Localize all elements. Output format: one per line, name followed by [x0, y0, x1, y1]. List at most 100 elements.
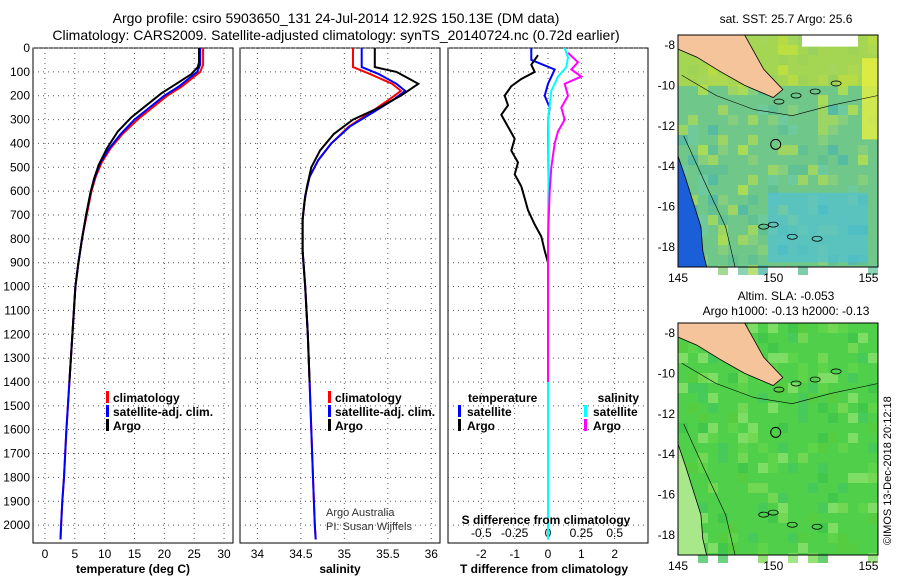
map-cell: [678, 383, 688, 393]
map-cell: [818, 383, 828, 393]
map-cell: [788, 175, 798, 185]
map-cell: [748, 265, 758, 275]
map-cell: [688, 195, 698, 205]
map-cell: [858, 145, 868, 155]
salinity-legend: climatology satellite-adj. clim. Argo: [328, 391, 435, 433]
map-cell: [738, 185, 748, 195]
map-cell: [838, 503, 848, 513]
map-cell: [748, 135, 758, 145]
map-cell: [738, 473, 748, 483]
map-cell: [728, 373, 738, 383]
series-line-s-satellite: [546, 47, 570, 540]
map-cell: [728, 115, 738, 125]
map-cell: [798, 453, 808, 463]
map-island: [811, 235, 823, 242]
map-cell: [778, 493, 788, 503]
legend-swatch-climatology: [106, 391, 109, 403]
map-cell: [838, 85, 848, 95]
map-cell: [688, 155, 698, 165]
x-tick-label: 0: [42, 547, 49, 561]
map-cell: [698, 175, 708, 185]
map-cell: [708, 215, 718, 225]
y-tick-label: 100: [10, 65, 30, 79]
map-cell: [848, 105, 858, 115]
map-contour: [683, 423, 736, 556]
map-cell: [838, 115, 848, 125]
legend-label-s-satellite: satellite: [593, 405, 638, 419]
map-cell: [758, 503, 768, 513]
map-cell: [828, 125, 838, 135]
map-cell: [738, 85, 748, 95]
map-cell: [818, 135, 828, 145]
map-cell: [828, 393, 838, 403]
map-cell: [828, 115, 838, 125]
map-cell: [728, 543, 738, 553]
map-cell: [798, 393, 808, 403]
series-line-t-satellite: [530, 48, 557, 540]
map-cell: [798, 533, 808, 543]
map-cell: [818, 175, 828, 185]
map-island: [786, 233, 798, 240]
map-cell: [738, 145, 748, 155]
map-island: [773, 386, 785, 393]
map-cell: [748, 175, 758, 185]
map-cell: [698, 145, 708, 155]
map-cell: [768, 453, 778, 463]
map-cell: [828, 433, 838, 443]
x-tick-label: 2: [611, 547, 618, 561]
map-cell: [708, 175, 718, 185]
map-cell: [818, 463, 828, 473]
map-cell: [838, 155, 848, 165]
map-cell: [708, 205, 718, 215]
map-cell: [808, 443, 818, 453]
legend-label-argo: Argo: [335, 419, 363, 433]
map-cell: [698, 185, 708, 195]
legend-label-satellite: satellite-adj. clim.: [335, 405, 435, 419]
map-cell: [828, 503, 838, 513]
map-land-png: [677, 322, 784, 386]
map-cell: [748, 255, 758, 265]
y-tick-label: 200: [10, 89, 30, 103]
map-cell: [698, 423, 708, 433]
map-x-tick-label: 155: [858, 559, 878, 573]
map-cell: [728, 533, 738, 543]
legend-swatch-t-argo: [458, 419, 461, 431]
map-cell: [778, 125, 788, 135]
map-cell: [718, 235, 728, 245]
map-cell: [818, 553, 828, 563]
map-cell: [678, 343, 688, 353]
map-cell: [818, 433, 828, 443]
map-cell: [718, 215, 728, 225]
sst-map: 145 150 155 -8 -10 -12 -14 -16 -18: [658, 34, 879, 285]
map-cell: [698, 155, 708, 165]
credit-line2: PI: Susan Wijffels: [326, 521, 412, 533]
map-island: [767, 509, 779, 516]
map-cell: [868, 443, 878, 453]
salinity-xlabel: salinity: [319, 562, 361, 576]
map-warm-edge: [862, 58, 878, 140]
map-island: [830, 368, 842, 375]
map-cell: [808, 483, 818, 493]
map-cell: [718, 533, 728, 543]
series-line-argo: [301, 48, 421, 383]
map-cell: [818, 353, 828, 363]
temperature-legend: climatology satellite-adj. clim. Argo: [106, 391, 213, 433]
map-cell: [828, 533, 838, 543]
map-cell: [788, 533, 798, 543]
sst-map-title: sat. SST: 25.7 Argo: 25.6: [719, 12, 853, 26]
map-cell: [758, 393, 768, 403]
map-y-tick-label: -10: [658, 78, 676, 92]
map-cell: [768, 165, 778, 175]
map-cell: [818, 363, 828, 373]
map-cell: [718, 543, 728, 553]
map-cell: [788, 145, 798, 155]
map-cell: [678, 125, 688, 135]
secondary-tick-label: -0.5: [471, 526, 492, 540]
map-cell: [768, 115, 778, 125]
map-cell: [678, 423, 688, 433]
map-x-tick-label: 145: [668, 271, 688, 285]
map-cell: [828, 175, 838, 185]
map-cell: [688, 373, 698, 383]
map-cell: [698, 413, 708, 423]
